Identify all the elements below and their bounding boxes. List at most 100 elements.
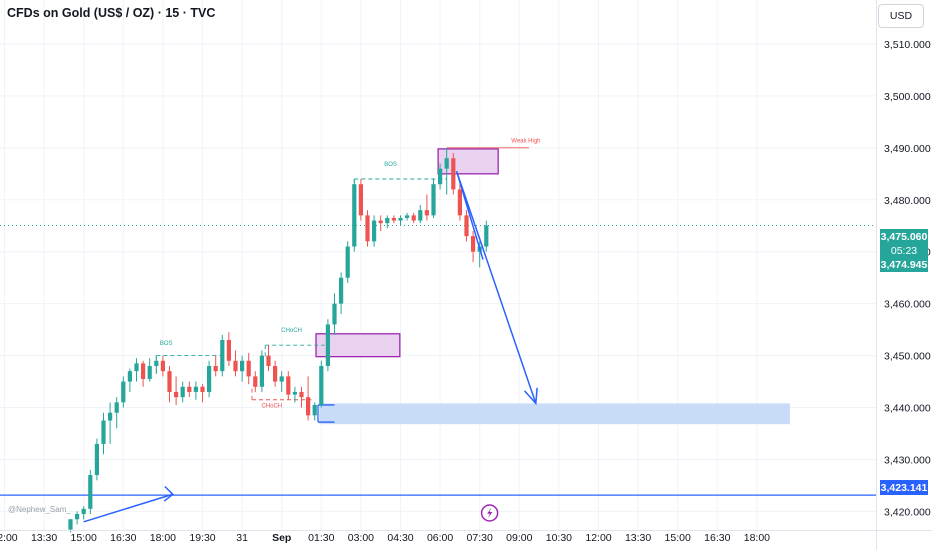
last-price-tag: 3,475.060 xyxy=(880,229,928,244)
x-tick-label: 13:30 xyxy=(31,532,57,544)
interval-label[interactable]: 15 xyxy=(165,6,180,20)
candle-body xyxy=(167,371,172,392)
candle-body xyxy=(94,443,99,476)
candle-body xyxy=(108,412,113,421)
candle-body xyxy=(431,184,436,216)
candle-body xyxy=(200,386,205,392)
structure-label: CHoCH xyxy=(261,404,282,410)
x-tick-label: 12:00 xyxy=(585,532,611,544)
x-tick-label: 01:30 xyxy=(308,532,334,544)
x-tick-label: 06:00 xyxy=(427,532,453,544)
lightning-glyph xyxy=(487,508,493,518)
candle-body xyxy=(187,386,192,392)
x-tick-label: 03:00 xyxy=(348,532,374,544)
candle-body xyxy=(438,168,443,185)
candle-body xyxy=(180,386,185,398)
candle-body xyxy=(213,365,218,372)
candle-body xyxy=(127,371,132,382)
candle-body xyxy=(418,210,423,221)
level-price-tag: 3,423.141 xyxy=(880,480,928,495)
candle-body xyxy=(345,246,350,278)
candle-body xyxy=(451,158,456,190)
x-tick-label: 09:00 xyxy=(506,532,532,544)
currency-button[interactable]: USD xyxy=(878,4,924,28)
candle-body xyxy=(81,508,86,515)
countdown-tag: 05:23 xyxy=(880,243,928,258)
candle-body xyxy=(233,360,238,372)
target-zone xyxy=(319,403,790,425)
candle-body xyxy=(411,215,416,221)
candle-body xyxy=(325,324,330,366)
projection-arrows xyxy=(83,170,538,523)
candle-body xyxy=(88,475,93,509)
x-tick-label: 18:00 xyxy=(150,532,176,544)
x-tick-label: Sep xyxy=(272,532,291,544)
y-tick-label: 3,490.000 xyxy=(884,143,931,155)
candles xyxy=(68,147,489,533)
candle-body xyxy=(484,225,489,247)
projection-arrow-path xyxy=(455,170,537,404)
candle-body xyxy=(121,381,126,403)
structure-label: Weak High xyxy=(511,139,540,145)
candle-body xyxy=(279,376,284,382)
projection-arrow-head xyxy=(524,387,538,406)
candle-body xyxy=(365,215,370,242)
structure-label: BOS xyxy=(160,341,173,347)
structure-label: CHoCH xyxy=(281,328,302,334)
header-separator-1: · xyxy=(157,6,162,20)
candle-body xyxy=(174,391,179,398)
x-tick-label: 19:30 xyxy=(189,532,215,544)
x-tick-label: 07:30 xyxy=(467,532,493,544)
header-separator-2: · xyxy=(182,6,187,20)
x-tick-label: 31 xyxy=(236,532,248,544)
candle-body xyxy=(154,360,159,366)
y-tick-label: 3,480.000 xyxy=(884,195,931,207)
y-tick-label: 3,440.000 xyxy=(884,403,931,415)
candle-body xyxy=(424,210,429,216)
y-tick-label: 3,430.000 xyxy=(884,454,931,466)
candle-body xyxy=(160,360,165,372)
candle-body xyxy=(319,365,324,405)
candle-body xyxy=(286,376,291,395)
candle-body xyxy=(405,215,410,218)
symbol-title[interactable]: CFDs on Gold (US$ / OZ) xyxy=(7,6,155,20)
bottom-arrow-line xyxy=(83,493,174,523)
candle-body xyxy=(332,303,337,325)
candle-body xyxy=(259,355,264,387)
bid-price-tag: 3,474.945 xyxy=(880,257,928,272)
x-tick-label: 15:00 xyxy=(71,532,97,544)
candle-body xyxy=(101,420,106,444)
x-tick-label: 16:30 xyxy=(110,532,136,544)
candle-body xyxy=(299,391,304,398)
y-tick-label: 3,500.000 xyxy=(884,91,931,103)
candle-body xyxy=(220,340,225,372)
candle-body xyxy=(193,386,198,392)
x-tick-label: 18:00 xyxy=(744,532,770,544)
candle-body xyxy=(226,340,231,361)
candle-body xyxy=(266,355,271,366)
x-tick-label: 16:30 xyxy=(704,532,730,544)
candle-body xyxy=(240,360,245,372)
y-tick-label: 3,450.000 xyxy=(884,351,931,363)
candle-body xyxy=(471,236,476,252)
candle-body xyxy=(372,220,377,242)
candle-body xyxy=(312,404,317,416)
candle-body xyxy=(339,277,344,304)
candle-body xyxy=(141,363,146,379)
x-tick-label: 04:30 xyxy=(387,532,413,544)
candle-body xyxy=(378,220,383,224)
candle-body xyxy=(134,363,139,372)
x-tick-label: 12:00 xyxy=(0,532,18,544)
bottom-arrow-head xyxy=(163,485,174,502)
candle-body xyxy=(114,402,119,413)
candle-body xyxy=(398,217,403,221)
candle-body xyxy=(246,360,251,377)
candle-body xyxy=(207,365,212,392)
candle-body xyxy=(385,217,390,224)
zone-layer xyxy=(315,148,790,425)
candle-body xyxy=(273,365,278,382)
candle-body xyxy=(292,391,297,395)
